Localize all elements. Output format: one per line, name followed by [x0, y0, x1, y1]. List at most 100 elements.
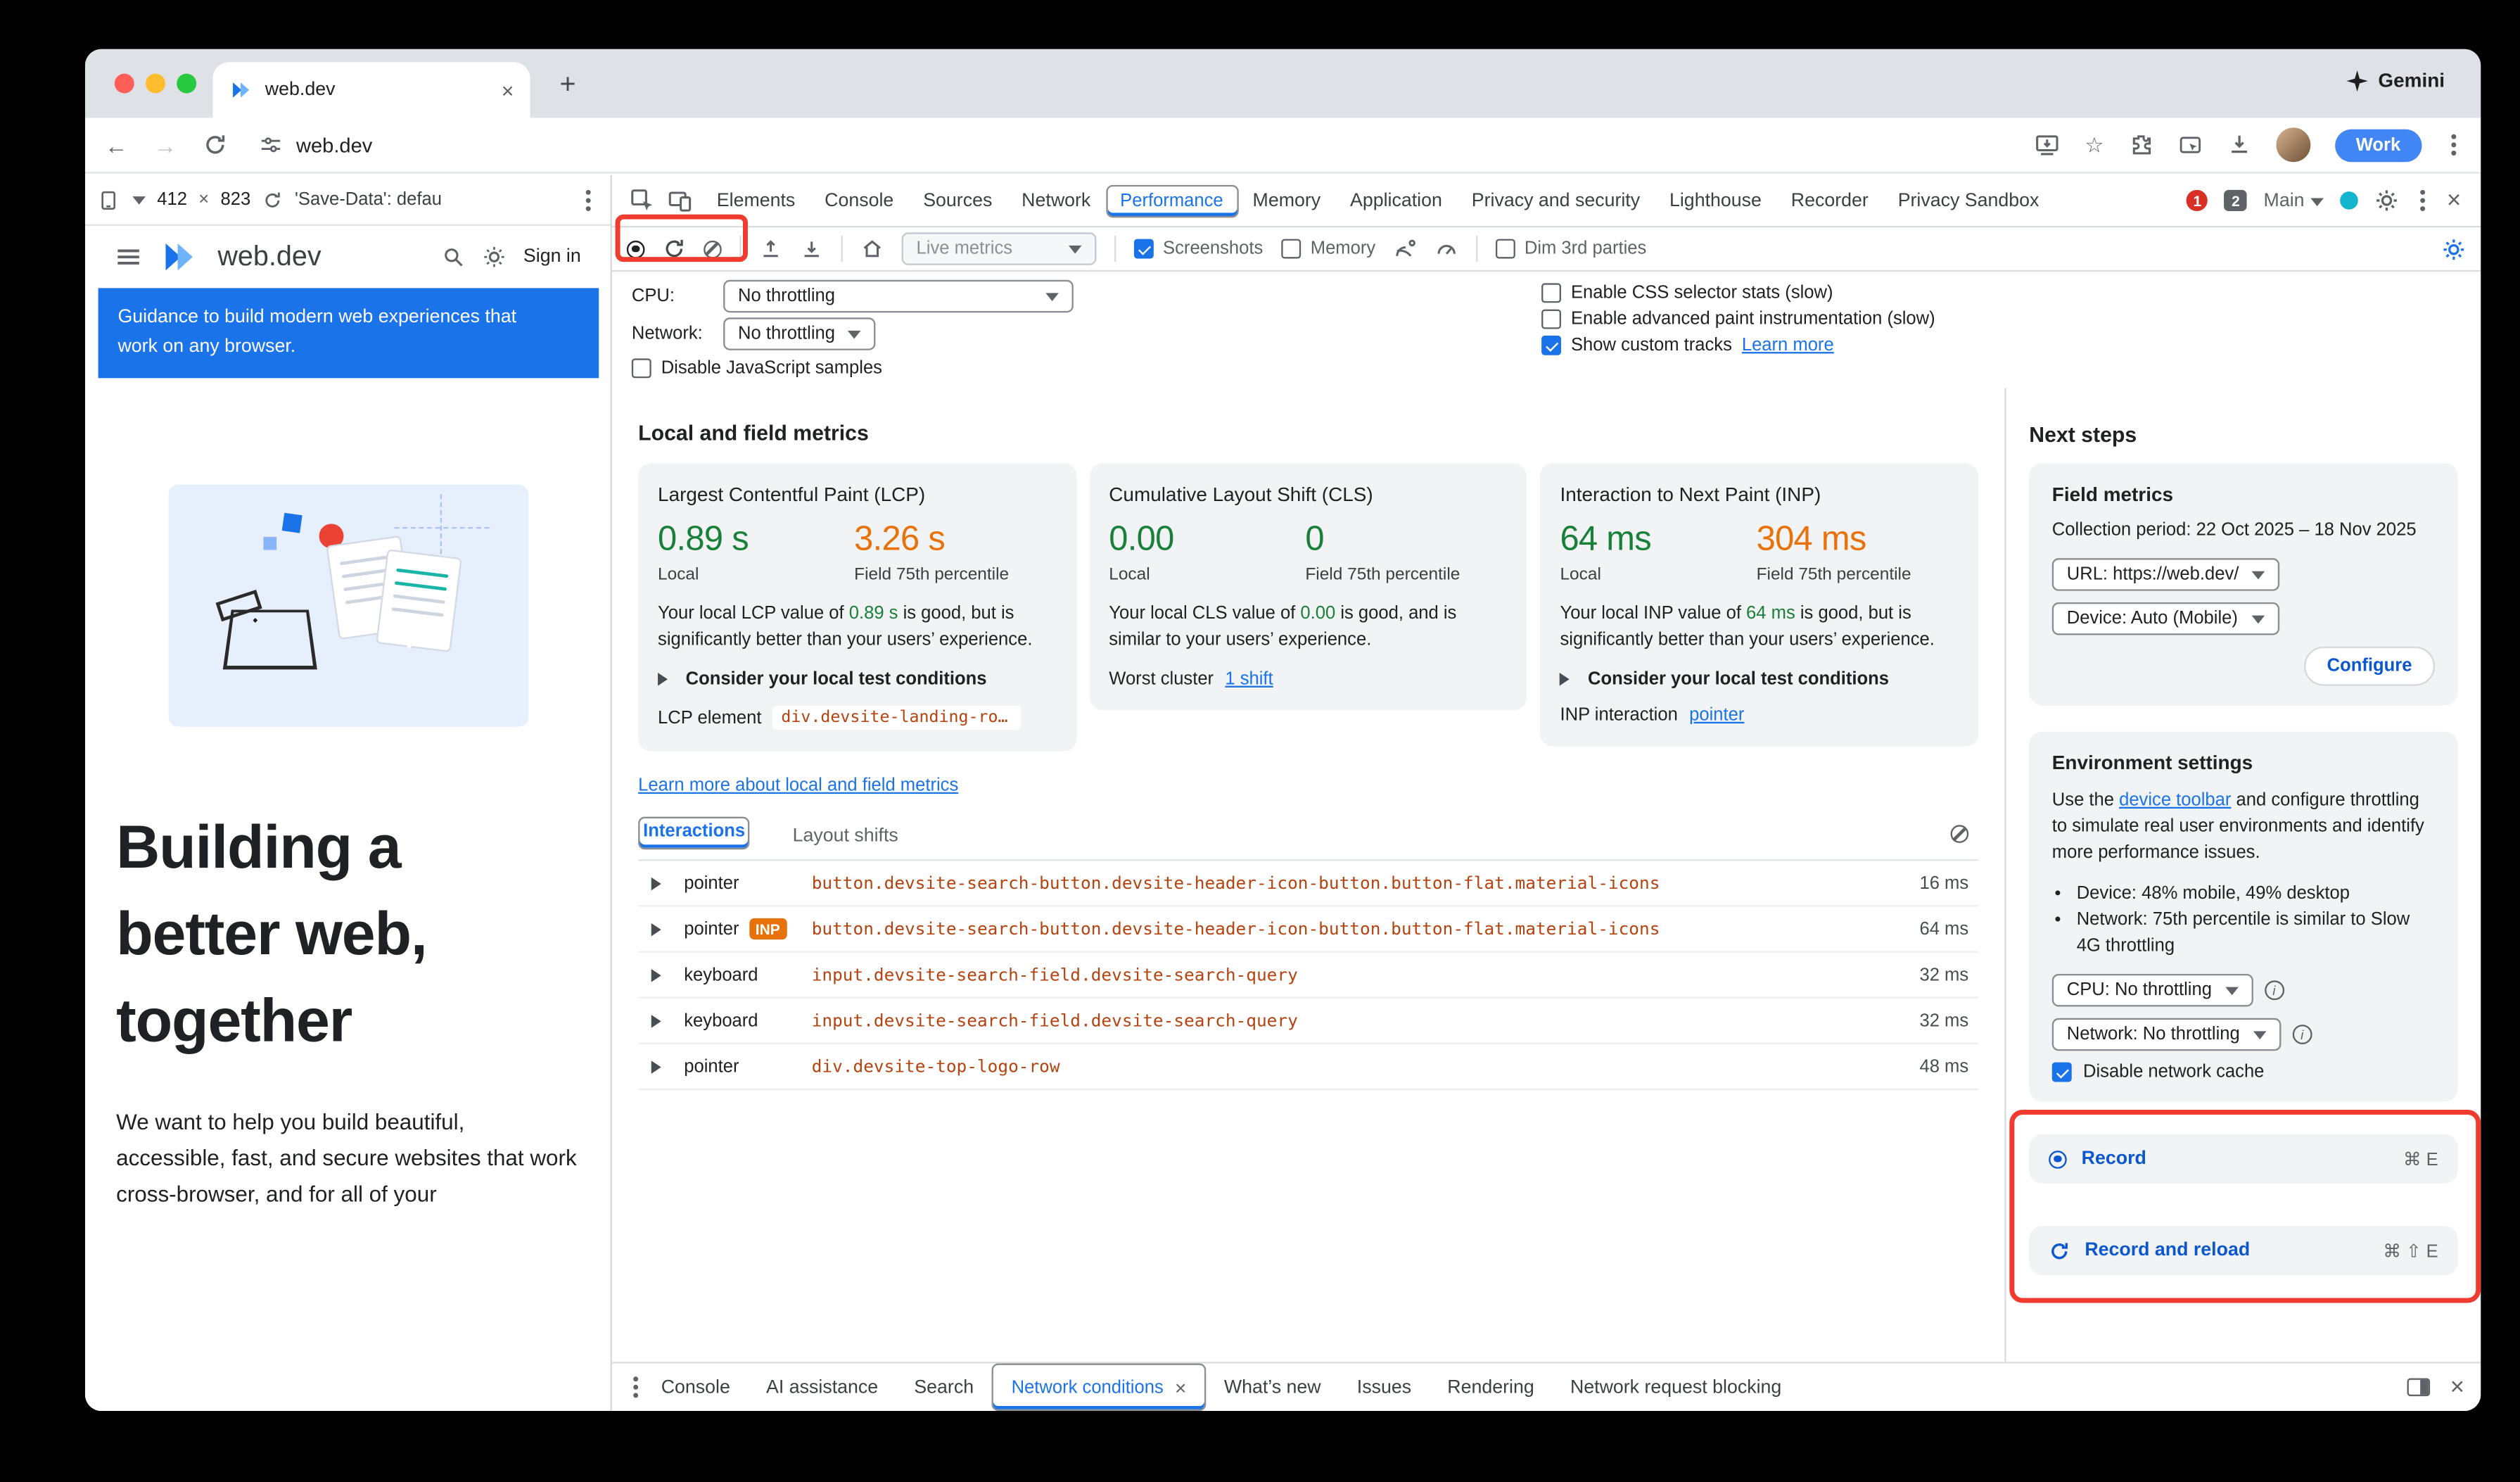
drawer-menu-icon[interactable] [633, 1385, 638, 1390]
download-profile-icon[interactable] [800, 237, 823, 260]
drawer-tab-console[interactable]: Console [643, 1364, 748, 1411]
cls-worst-cluster-link[interactable]: 1 shift [1225, 669, 1273, 689]
record-button[interactable]: Record ⌘ E [2029, 1134, 2457, 1184]
tab-sources[interactable]: Sources [908, 175, 1007, 226]
drawer-tab-search[interactable]: Search [896, 1364, 992, 1411]
hamburger-menu-icon[interactable] [116, 247, 141, 267]
device-toolbar-toggle-icon[interactable] [668, 188, 692, 213]
devtools-close-icon[interactable]: × [2447, 186, 2461, 215]
viewport-height[interactable]: 823 [221, 190, 251, 210]
lcp-test-conditions-expander[interactable]: Consider your local test conditions [658, 669, 1057, 689]
window-cursor-icon[interactable] [2177, 134, 2202, 157]
device-toolbar-menu-icon[interactable] [586, 197, 591, 202]
browser-menu-icon[interactable] [2451, 142, 2456, 147]
interaction-row[interactable]: pointerINP button.devsite-search-button.… [638, 907, 1978, 953]
forward-icon[interactable]: → [154, 132, 177, 158]
sidebar-network-select[interactable]: Network: No throttling [2052, 1018, 2281, 1051]
theme-toggle-icon[interactable] [483, 246, 506, 269]
install-icon[interactable] [2034, 132, 2060, 157]
tab-memory[interactable]: Memory [1238, 175, 1335, 226]
message-count-badge[interactable]: 2 [2225, 190, 2248, 211]
live-metrics-select[interactable]: Live metrics [902, 232, 1096, 265]
inspect-element-icon[interactable] [630, 188, 655, 213]
webdev-logo-icon[interactable] [159, 239, 200, 275]
metrics-learn-more-link[interactable]: Learn more about local and field metrics [638, 776, 958, 796]
drawer-tab-network-conditions[interactable]: Network conditions× [992, 1364, 1207, 1411]
devtools-menu-icon[interactable] [2421, 198, 2426, 203]
bookmark-star-icon[interactable]: ☆ [2085, 132, 2104, 158]
disable-js-samples-checkbox[interactable]: Disable JavaScript samples [632, 357, 882, 377]
settings-gear-icon[interactable] [2375, 188, 2400, 213]
network-throttle-icon[interactable] [1394, 237, 1417, 260]
header-override-label[interactable]: 'Save-Data': defau [295, 190, 442, 210]
reload-icon[interactable] [203, 132, 227, 157]
cpu-info-icon[interactable]: i [2264, 980, 2284, 1000]
network-throttling-select[interactable]: No throttling [723, 317, 876, 350]
upload-profile-icon[interactable] [759, 237, 782, 260]
tab-privacy-sandbox[interactable]: Privacy Sandbox [1883, 175, 2054, 226]
record-reload-icon[interactable] [663, 237, 686, 260]
screenshots-checkbox[interactable]: Screenshots [1133, 239, 1263, 259]
site-settings-icon[interactable] [260, 134, 281, 156]
sign-in-link[interactable]: Sign in [523, 247, 581, 267]
live-metrics-home-icon[interactable] [860, 237, 884, 260]
tab-network[interactable]: Network [1007, 175, 1105, 226]
lcp-element-link[interactable]: div.devsite-landing-row-ite… [773, 706, 1022, 730]
tab-interactions[interactable]: Interactions [638, 817, 750, 850]
downloads-icon[interactable] [2227, 132, 2251, 157]
new-tab-button[interactable]: + [559, 69, 575, 102]
minimize-window-button[interactable] [146, 74, 165, 94]
inp-test-conditions-expander[interactable]: Consider your local test conditions [1560, 669, 1959, 689]
url-text[interactable]: web.dev [296, 134, 372, 157]
back-icon[interactable]: ← [105, 132, 128, 158]
expand-caret-icon[interactable] [651, 877, 668, 890]
device-select-icon[interactable] [100, 189, 121, 210]
tab-performance[interactable]: Performance [1105, 184, 1237, 217]
inp-interaction-link[interactable]: pointer [1689, 706, 1744, 726]
main-context-selector[interactable]: Main [2264, 189, 2324, 213]
tab-lighthouse[interactable]: Lighthouse [1655, 175, 1776, 226]
extensions-icon[interactable] [2128, 132, 2153, 157]
dock-side-icon[interactable] [2407, 1378, 2431, 1396]
device-select[interactable]: Device: Auto (Mobile) [2052, 602, 2279, 635]
expand-caret-icon[interactable] [651, 1060, 668, 1073]
cpu-gauge-icon[interactable] [1434, 237, 1458, 260]
tab-recorder[interactable]: Recorder [1776, 175, 1883, 226]
drawer-tab-whats-new[interactable]: What’s new [1206, 1364, 1339, 1411]
show-custom-tracks-checkbox[interactable]: Show custom tracksLearn more [1541, 336, 1935, 355]
device-caret-icon[interactable] [132, 196, 146, 211]
search-icon[interactable] [442, 246, 465, 269]
expand-caret-icon[interactable] [651, 923, 668, 936]
interaction-row[interactable]: keyboard input.devsite-search-field.devs… [638, 953, 1978, 999]
cpu-throttling-select[interactable]: No throttling [723, 280, 1074, 313]
drawer-tab-issues[interactable]: Issues [1339, 1364, 1430, 1411]
maximize-window-button[interactable] [177, 74, 196, 94]
site-logo-text[interactable]: web.dev [217, 241, 321, 274]
drawer-close-icon[interactable]: × [2450, 1374, 2464, 1402]
capture-settings-gear-icon[interactable] [2441, 236, 2466, 261]
interaction-target-link[interactable]: input.devsite-search-field.devsite-searc… [812, 1011, 1861, 1030]
interaction-target-link[interactable]: input.devsite-search-field.devsite-searc… [812, 965, 1861, 984]
sidebar-cpu-select[interactable]: CPU: No throttling [2052, 974, 2253, 1007]
status-dot-icon[interactable] [2341, 191, 2359, 210]
configure-button[interactable]: Configure [2304, 647, 2435, 686]
error-count-badge[interactable]: 1 [2187, 190, 2208, 211]
interaction-target-link[interactable]: div.devsite-top-logo-row [812, 1056, 1861, 1076]
drawer-tab-network-request-blocking[interactable]: Network request blocking [1552, 1364, 1800, 1411]
interaction-row[interactable]: keyboard input.devsite-search-field.devs… [638, 999, 1978, 1044]
interaction-target-link[interactable]: button.devsite-search-button.devsite-hea… [812, 873, 1861, 893]
paint-instrumentation-checkbox[interactable]: Enable advanced paint instrumentation (s… [1541, 310, 1935, 329]
interaction-target-link[interactable]: button.devsite-search-button.devsite-hea… [812, 919, 1861, 939]
viewport-width[interactable]: 412 [157, 190, 187, 210]
memory-checkbox[interactable]: Memory [1281, 239, 1375, 259]
close-window-button[interactable] [115, 74, 134, 94]
expand-caret-icon[interactable] [651, 1014, 668, 1027]
tab-console[interactable]: Console [810, 175, 908, 226]
tab-privacy-security[interactable]: Privacy and security [1457, 175, 1655, 226]
record-and-reload-button[interactable]: Record and reload ⌘ ⇧ E [2029, 1226, 2457, 1275]
css-selector-stats-checkbox[interactable]: Enable CSS selector stats (slow) [1541, 283, 1935, 303]
rotate-icon[interactable] [262, 189, 284, 210]
clear-icon[interactable] [704, 240, 722, 258]
tab-application[interactable]: Application [1335, 175, 1457, 226]
interaction-row[interactable]: pointer div.devsite-top-logo-row 48 ms [638, 1044, 1978, 1090]
